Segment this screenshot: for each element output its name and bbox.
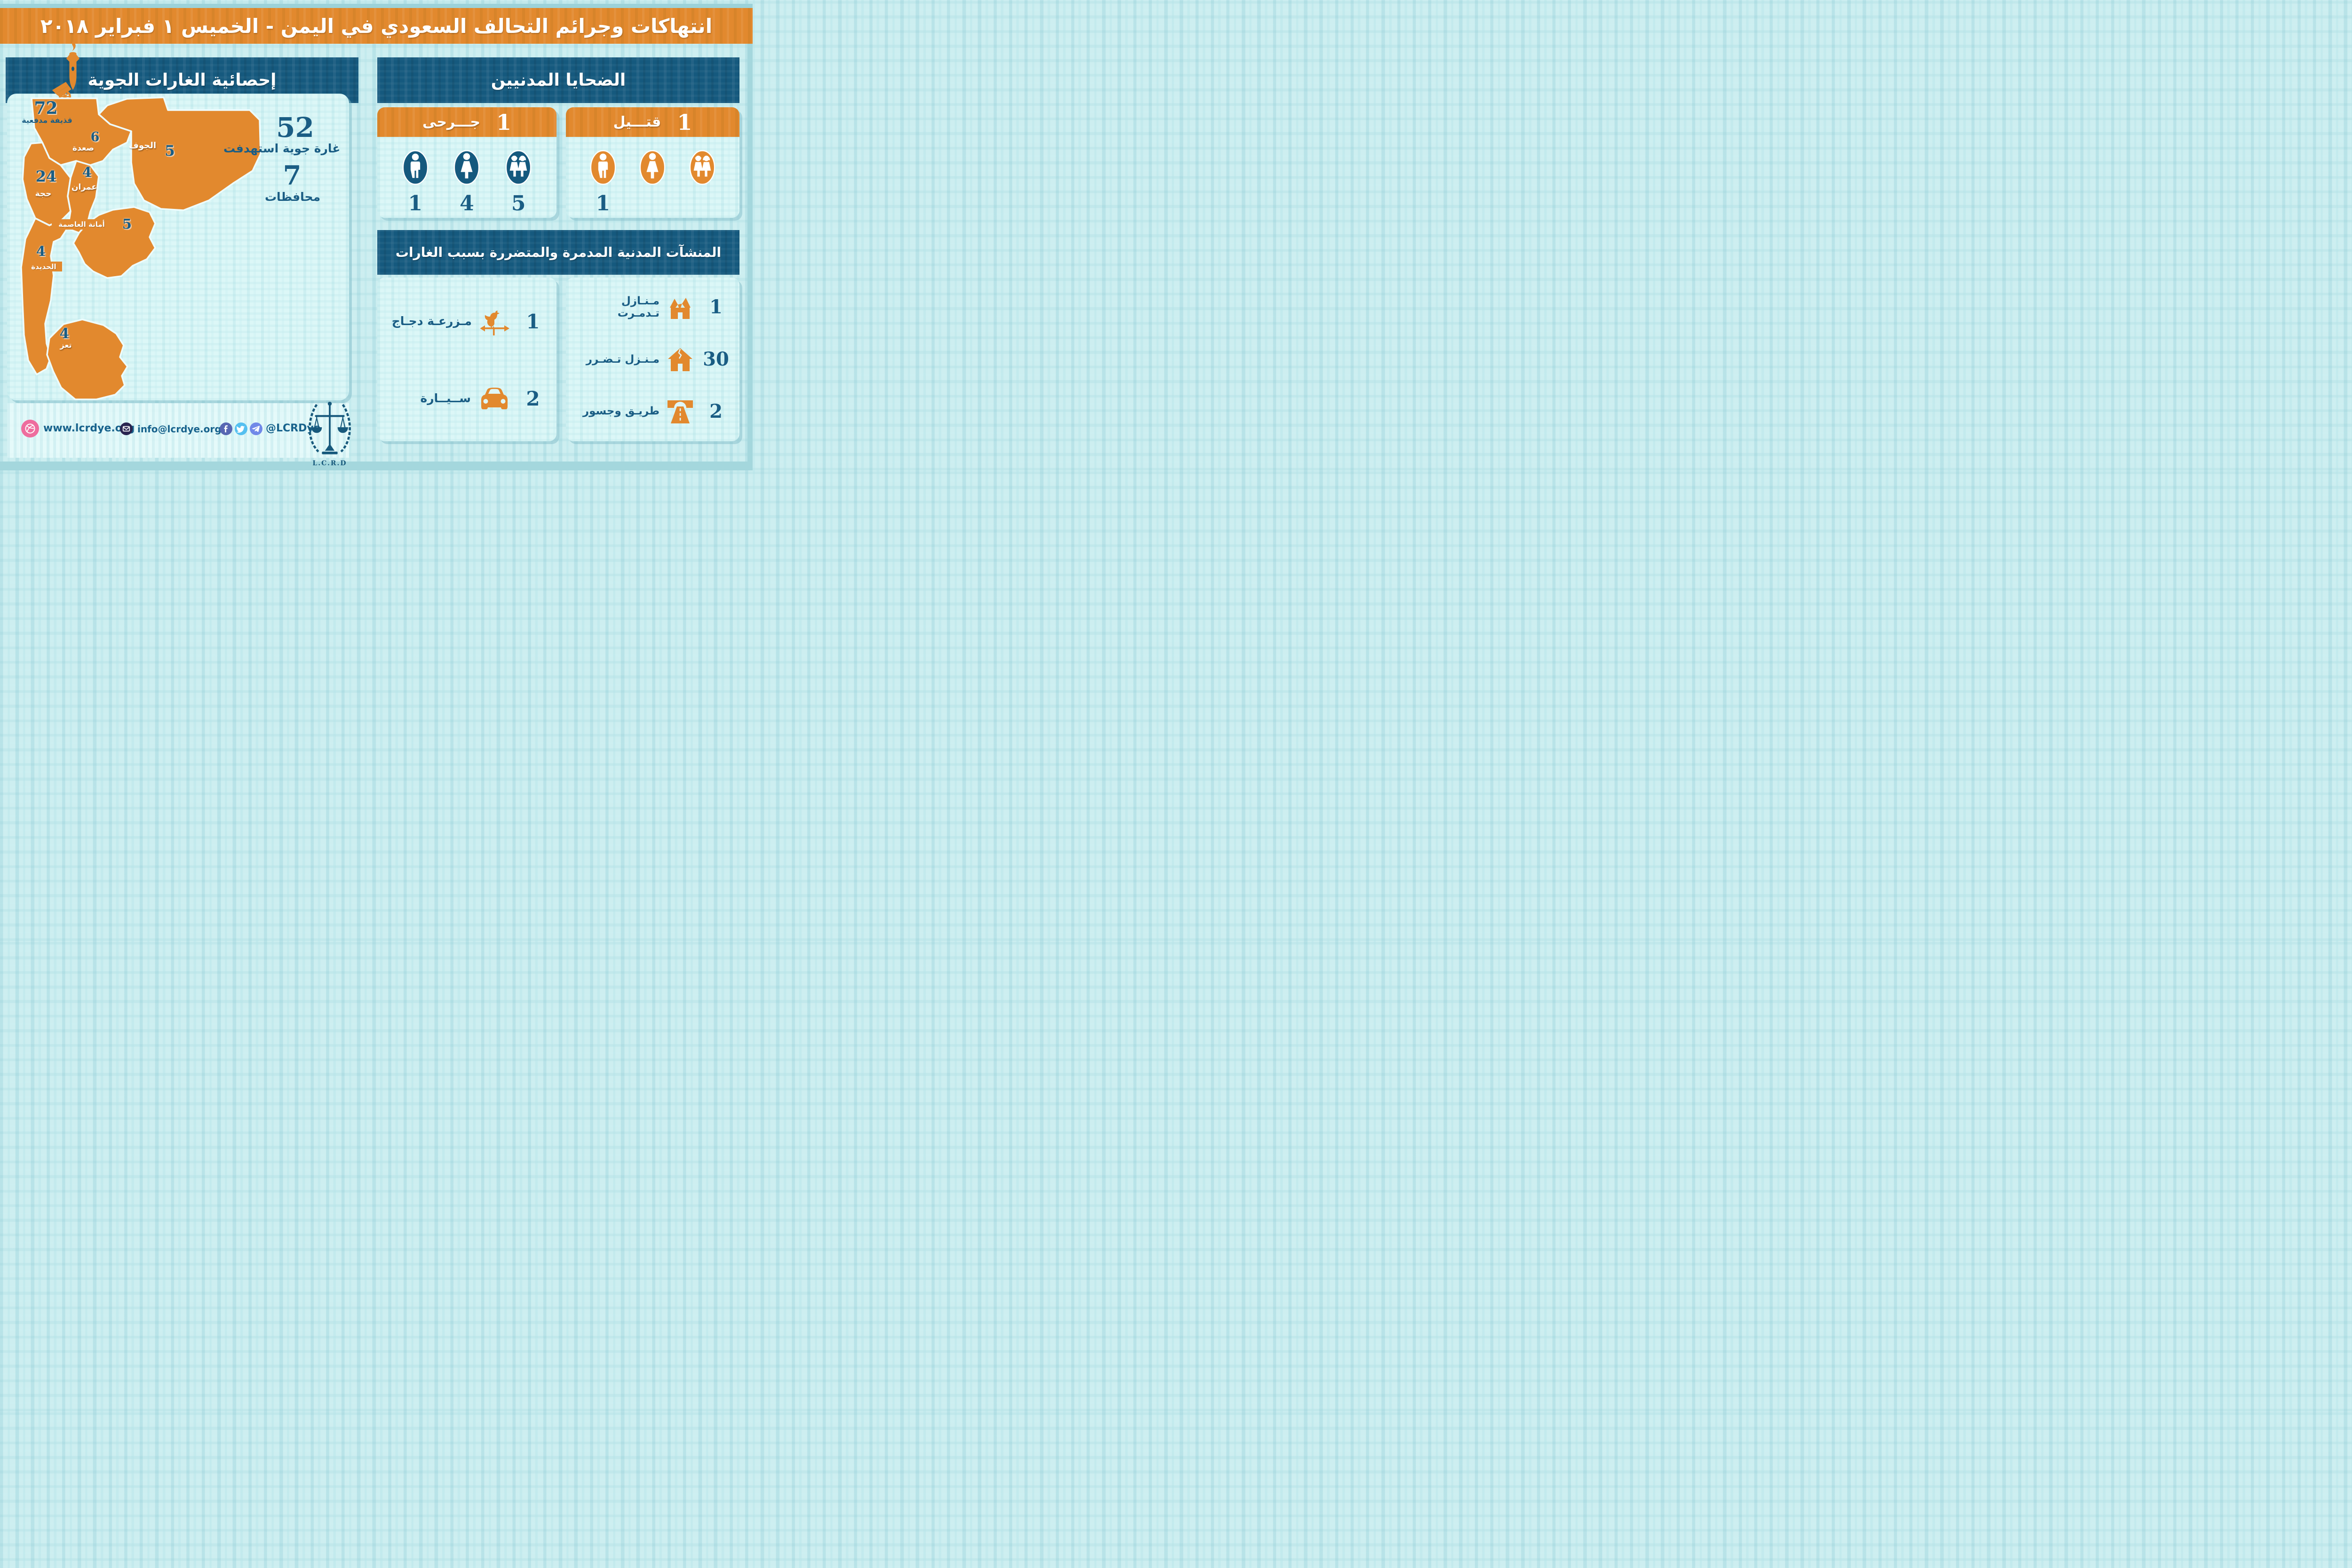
website-text: www.lcrdye.org xyxy=(43,422,135,434)
facilities-header: المنشآت المدنية المدمرة والمتضررة بسبب ا… xyxy=(377,230,739,275)
lcrd-logo-text: L.C.R.D xyxy=(312,460,347,467)
facility-label: طريـق وجسور xyxy=(582,405,660,418)
facilities-card-right: مـنـازل تـدمـرت 1 مـنـزل تـضـرر 30 طريـق… xyxy=(566,278,739,441)
falling-bomb-icon xyxy=(66,41,80,90)
facility-value: 30 xyxy=(703,348,729,370)
region-hodeidah-label: الحديدة xyxy=(25,262,62,271)
facility-label: مـنـزل تـضـرر xyxy=(586,353,660,366)
wounded-card: جـــرحى 1 1 4 xyxy=(377,107,556,218)
lcrd-logo: L.C.R.D xyxy=(303,398,356,467)
facility-value: 2 xyxy=(526,387,540,410)
man-icon xyxy=(402,150,429,185)
facility-row-roads-bridges: طريـق وجسور 2 xyxy=(566,398,739,425)
facility-row-chicken-farm: مـزرعـة دجـاج 1 xyxy=(377,307,556,336)
social-handle-text: @LCRDye xyxy=(266,422,321,434)
children-icon xyxy=(505,150,532,185)
region-jawf-shape xyxy=(98,96,262,211)
region-amran-value: 4 xyxy=(82,164,92,180)
car-icon xyxy=(481,387,508,409)
dribbble-icon xyxy=(21,420,39,438)
killed-label: قتـــيل xyxy=(613,114,661,130)
facility-row-damaged-houses: مـنـزل تـضـرر 30 xyxy=(566,346,739,373)
wounded-total: 1 xyxy=(496,109,512,135)
killed-total: 1 xyxy=(677,109,692,135)
man-icon xyxy=(590,150,616,185)
facility-value: 1 xyxy=(526,310,540,333)
woman-icon xyxy=(454,150,480,185)
region-taiz-value: 4 xyxy=(59,326,70,342)
facility-row-car: ســيــارة 2 xyxy=(377,386,556,412)
region-amanat-label: أمانة العاصمة xyxy=(52,219,111,230)
mail-icon xyxy=(120,422,133,435)
wounded-body: 1 4 5 xyxy=(377,137,556,218)
facility-label: مـنـازل تـدمـرت xyxy=(617,294,660,320)
region-taiz-label: تعز xyxy=(60,341,72,350)
rooster-weathervane-icon xyxy=(480,310,509,335)
facilities-card-left: مـزرعـة دجـاج 1 ســيــارة 2 xyxy=(377,278,556,441)
killed-banner: قتـــيل 1 xyxy=(566,107,739,137)
road-bridge-icon xyxy=(667,400,693,423)
facility-value: 2 xyxy=(709,400,723,422)
bottom-border-strip xyxy=(0,462,753,470)
region-jawf-label: الجوف xyxy=(128,141,157,151)
governorates-value: 7 xyxy=(283,160,302,191)
woman-icon xyxy=(640,150,666,185)
region-saada-value: 6 xyxy=(90,130,100,144)
region-amran-label: عمران xyxy=(72,183,97,192)
facilities-header-label: المنشآت المدنية المدمرة والمتضررة بسبب ا… xyxy=(395,245,722,260)
artillery-label: قذيفة مدفعية xyxy=(22,116,72,125)
title-band: انتهاكات وجرائم التحالف السعودي في اليمن… xyxy=(0,8,753,44)
page-title: انتهاكات وجرائم التحالف السعودي في اليمن… xyxy=(40,14,713,38)
email-text: info@lcrdye.org xyxy=(137,423,222,435)
region-amanat-value: 5 xyxy=(122,216,132,232)
region-hodeidah-shape xyxy=(20,217,67,375)
region-hajjah-label: حجة xyxy=(35,189,52,199)
facebook-icon xyxy=(220,422,232,435)
footer-bar xyxy=(7,403,349,458)
right-border-strip xyxy=(747,44,753,462)
governorates-label: محافظات xyxy=(264,190,321,204)
telegram-icon xyxy=(250,422,262,435)
top-border-strip xyxy=(0,4,753,8)
total-strikes-label: غارة جوية استهدفت xyxy=(223,142,341,155)
region-saada-label: صعدة xyxy=(72,143,94,153)
wounded-women-count: 4 xyxy=(460,191,474,215)
victims-header: الضحايا المدنيين xyxy=(377,57,739,103)
region-jawf-value: 5 xyxy=(165,143,175,159)
wounded-banner: جـــرحى 1 xyxy=(377,107,556,137)
damaged-house-icon xyxy=(668,348,692,371)
region-hodeidah-value: 4 xyxy=(36,243,46,259)
destroyed-house-icon xyxy=(670,298,691,319)
killed-body: 1 xyxy=(566,137,739,218)
killed-card: قتـــيل 1 1 xyxy=(566,107,739,218)
airstrikes-header-label: إحصائية الغارات الجوية xyxy=(87,71,277,90)
wounded-children-count: 5 xyxy=(511,191,526,215)
facility-label: ســيــارة xyxy=(420,391,471,406)
infographic-page: { "title": { "text": "انتهاكات وجرائم ال… xyxy=(0,0,753,470)
killed-men-count: 1 xyxy=(596,191,611,215)
artillery-value: 72 xyxy=(34,98,58,118)
region-taiz-shape xyxy=(46,318,128,400)
region-hajjah-value: 24 xyxy=(35,167,57,185)
wounded-men-count: 1 xyxy=(408,191,423,215)
facility-value: 1 xyxy=(709,296,723,318)
children-icon xyxy=(689,150,715,185)
twitter-icon xyxy=(235,422,247,435)
facility-label: مـزرعـة دجـاج xyxy=(391,314,472,328)
facility-row-destroyed-houses: مـنـازل تـدمـرت 1 xyxy=(566,294,739,321)
victims-header-label: الضحايا المدنيين xyxy=(491,71,626,90)
yemen-map xyxy=(20,96,262,400)
wounded-label: جـــرحى xyxy=(422,114,480,130)
total-strikes-value: 52 xyxy=(276,111,314,143)
